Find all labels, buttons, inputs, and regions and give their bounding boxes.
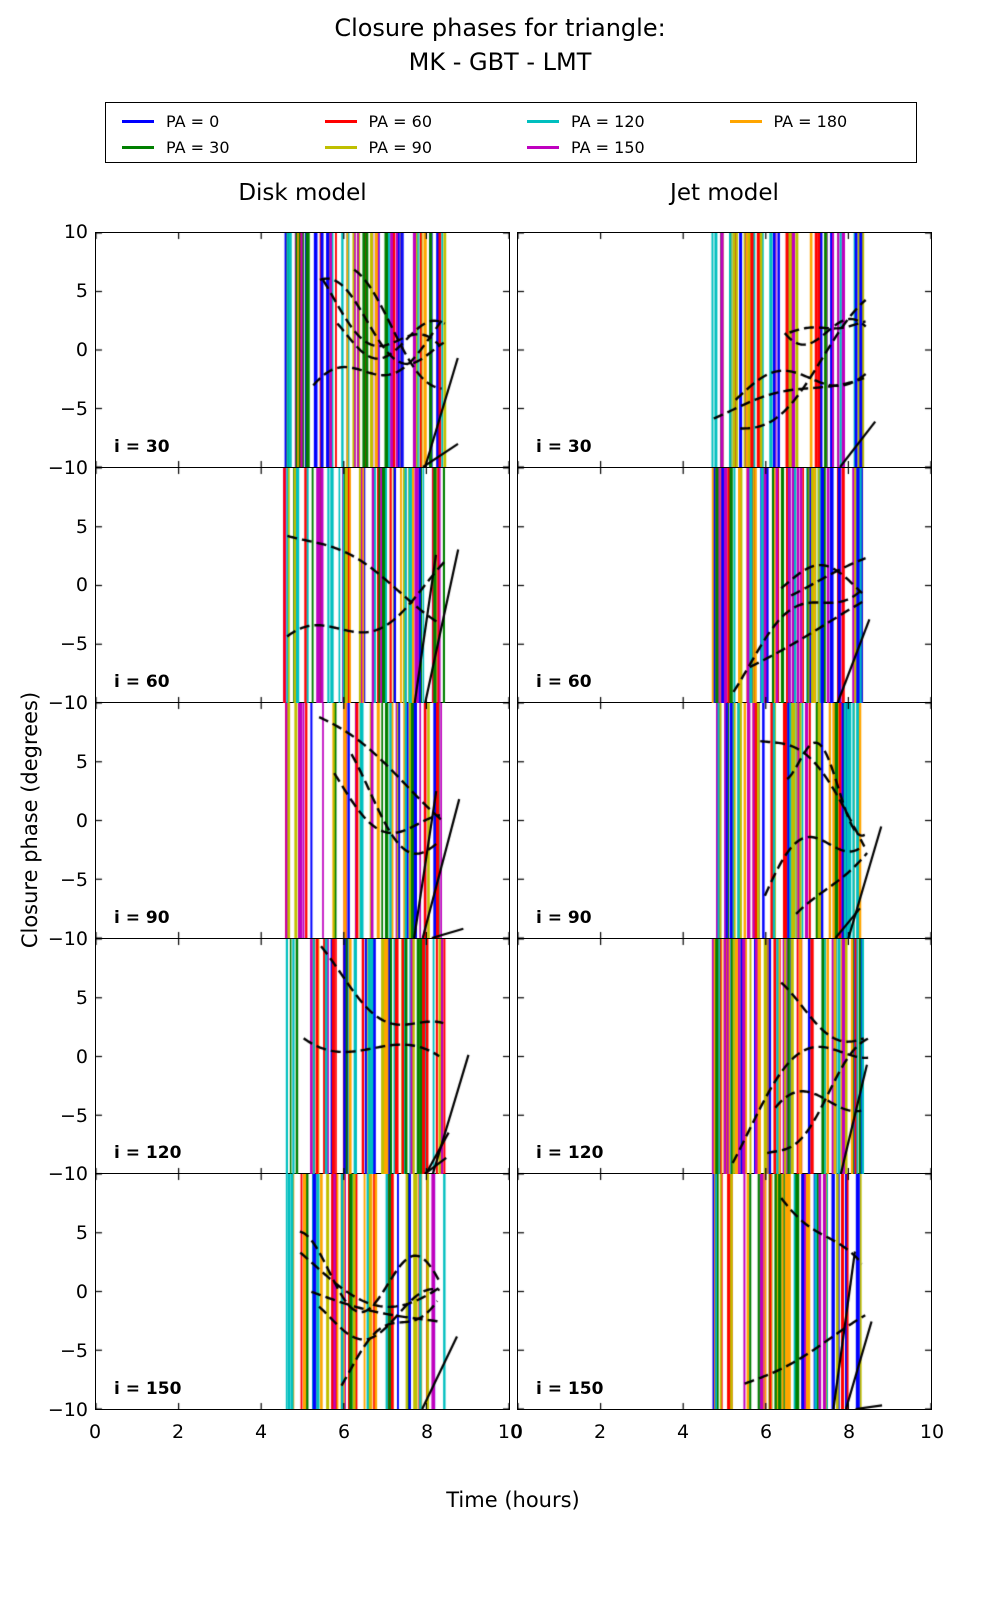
legend-label: PA = 90: [368, 137, 433, 157]
y-tick-label: 5: [75, 515, 88, 538]
legend-label: PA = 30: [166, 137, 230, 157]
y-tick-label: −10: [47, 1399, 88, 1421]
subplot-disk-i90: i = 90: [95, 703, 510, 939]
y-tick-label: −5: [59, 868, 88, 891]
x-tick-label: 4: [254, 1421, 268, 1443]
y-tick-label: 0: [75, 1281, 88, 1304]
subplot-jet-i120: i = 120: [517, 938, 932, 1175]
subplot-disk-i120: i = 120: [95, 938, 510, 1175]
y-tick-label: −10: [47, 1163, 88, 1186]
plot-canvas-disk-i30: [96, 233, 509, 467]
y-axis-label: Closure phase (degrees): [18, 691, 42, 949]
legend-label: PA = 60: [368, 111, 433, 131]
subplot-jet-i90: i = 90: [517, 703, 932, 939]
y-tick-label: 0: [75, 810, 88, 832]
inclination-label: i = 150: [536, 1378, 604, 1399]
y-tick-label: −10: [47, 456, 88, 479]
y-tick-label: −5: [59, 397, 88, 420]
subplot-jet-i150: i = 150: [517, 1174, 932, 1410]
y-tick-label: −5: [59, 1104, 88, 1127]
legend-line-swatch: [122, 145, 154, 149]
legend-line-swatch: [729, 119, 762, 123]
x-tick-label: 2: [593, 1421, 607, 1443]
x-tick-label: 6: [759, 1421, 773, 1443]
x-tick-label: 4: [676, 1421, 690, 1443]
x-axis-label: Time (hours): [446, 1488, 580, 1512]
legend-label: PA = 150: [571, 137, 645, 157]
y-tick-label: 5: [75, 986, 88, 1009]
legend-line-swatch: [122, 119, 154, 123]
inclination-label: i = 90: [114, 907, 170, 928]
legend-entry: PA = 120: [527, 108, 714, 134]
subplot-jet-i60: i = 60: [517, 467, 932, 704]
y-tick-label: −5: [59, 633, 88, 656]
legend-column: PA = 120 PA = 150: [511, 103, 714, 162]
x-tick-label: 0: [510, 1421, 524, 1443]
legend-entry: PA = 0: [122, 108, 309, 134]
inclination-label: i = 60: [536, 672, 592, 693]
legend: PA = 0 PA = 30 PA = 60 PA = 90 PA = 120 PA = …: [105, 102, 917, 163]
inclination-label: i = 30: [536, 436, 592, 457]
inclination-label: i = 120: [536, 1143, 604, 1164]
plot-canvas-disk-i120: [96, 938, 509, 1174]
plot-canvas-jet-i150: [518, 1174, 931, 1410]
subplot-jet-i30: i = 30: [517, 232, 932, 468]
y-tick-label: 0: [75, 574, 88, 597]
inclination-label: i = 120: [114, 1143, 182, 1164]
legend-entry: PA = 30: [122, 134, 309, 160]
y-tick-label: 5: [75, 751, 88, 774]
plot-canvas-jet-i120: [518, 938, 931, 1174]
legend-column: PA = 180: [714, 103, 917, 162]
x-tick-label: 8: [420, 1421, 434, 1443]
inclination-label: i = 90: [536, 907, 592, 928]
subplot-disk-i150: i = 150: [95, 1174, 510, 1410]
plot-canvas-disk-i90: [96, 703, 509, 939]
legend-line-swatch: [527, 119, 559, 123]
legend-label: PA = 180: [773, 111, 848, 131]
y-tick-label: 5: [75, 1222, 88, 1245]
y-tick-label: −5: [59, 1340, 88, 1363]
y-tick-label: 10: [63, 221, 88, 243]
plot-canvas-disk-i60: [96, 467, 509, 703]
chart-title-line2: MK - GBT - LMT: [408, 48, 592, 76]
legend-entry: PA = 150: [527, 134, 714, 160]
x-tick-label: 0: [88, 1421, 102, 1443]
y-tick-label: −10: [47, 692, 88, 715]
inclination-label: i = 150: [114, 1378, 182, 1399]
plot-canvas-jet-i90: [518, 703, 931, 939]
inclination-label: i = 60: [114, 672, 170, 693]
inclination-label: i = 30: [114, 436, 170, 457]
legend-entry: PA = 60: [324, 108, 512, 134]
legend-line-swatch: [527, 145, 559, 149]
x-tick-label: 6: [337, 1421, 351, 1443]
y-tick-label: 0: [75, 338, 88, 361]
x-tick-label: 10: [497, 1421, 523, 1443]
y-tick-label: −10: [47, 927, 88, 950]
x-tick-label: 2: [171, 1421, 185, 1443]
x-tick-label: 8: [842, 1421, 856, 1443]
column-title-disk: Disk model: [238, 180, 367, 206]
legend-column: PA = 0 PA = 30: [106, 103, 309, 162]
legend-line-swatch: [324, 145, 357, 149]
legend-column: PA = 60 PA = 90: [309, 103, 512, 162]
legend-line-swatch: [324, 119, 357, 123]
legend-entry: PA = 90: [324, 134, 512, 160]
plot-canvas-jet-i60: [518, 467, 931, 703]
y-tick-label: 5: [75, 279, 88, 302]
y-tick-label: 0: [75, 1045, 88, 1068]
legend-entry: PA = 180: [729, 108, 917, 134]
legend-label: PA = 120: [571, 111, 645, 131]
plot-canvas-jet-i30: [518, 233, 931, 467]
chart-title-line1: Closure phases for triangle:: [334, 14, 666, 42]
subplot-disk-i30: i = 30: [95, 232, 510, 468]
column-title-jet: Jet model: [670, 180, 779, 206]
subplot-disk-i60: i = 60: [95, 467, 510, 704]
x-tick-label: 10: [919, 1421, 945, 1443]
legend-label: PA = 0: [166, 111, 220, 131]
plot-canvas-disk-i150: [96, 1174, 509, 1410]
